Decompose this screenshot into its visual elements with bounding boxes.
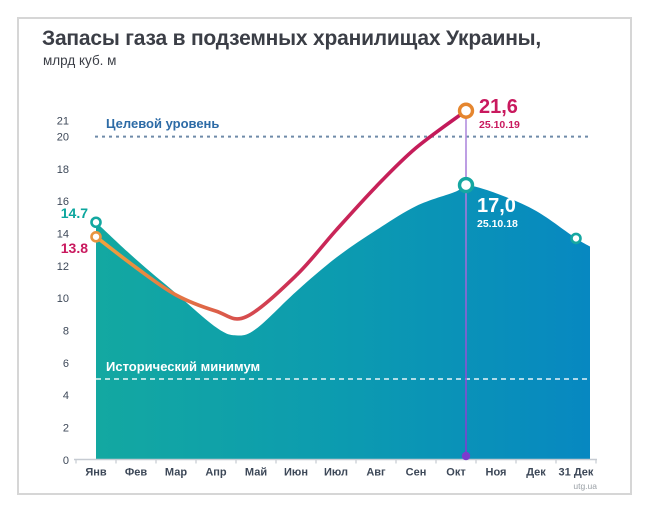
target-level-label: Целевой уровень — [106, 116, 220, 131]
annotation-jan-2018: 14.7 — [60, 205, 88, 221]
highlight-bottom-dot — [461, 451, 471, 461]
peak-2019-date: 25.10.19 — [479, 119, 520, 131]
annotation-peak-2019: 21,6 25.10.19 — [479, 97, 520, 131]
x-tick-label: Фев — [125, 467, 148, 479]
page-title: Запасы газа в подземных хранилищах Украи… — [42, 27, 542, 50]
y-tick-label: 20 — [57, 132, 69, 144]
data-point-marker — [90, 230, 102, 243]
peak-2018-date: 25.10.18 — [477, 218, 518, 230]
y-tick-label: 6 — [63, 358, 69, 370]
watermark-utg: utg.ua — [573, 481, 597, 491]
x-tick-label: Апр — [205, 467, 227, 479]
y-tick-label: 8 — [63, 326, 69, 338]
x-axis-labels: Янв Фев Мар Апр Май Июн Июл Авг Сен Окт Ноя Дек 31 Д… — [85, 467, 594, 479]
y-tick-label: 10 — [57, 293, 69, 305]
x-tick-label: Дек — [526, 467, 546, 479]
page-subtitle: млрд куб. м — [43, 53, 117, 68]
y-tick-label: 0 — [63, 455, 69, 467]
data-point-marker — [570, 232, 582, 245]
peak-2019-value: 21,6 — [479, 96, 518, 118]
x-tick-label: Май — [245, 467, 267, 479]
annotation-peak-2018: 17,0 25.10.18 — [477, 196, 518, 230]
historical-minimum-label: Исторический минимум — [106, 359, 261, 374]
x-tick-label: Окт — [446, 467, 466, 479]
x-tick-label: Сен — [406, 467, 427, 479]
x-tick-label: 31 Дек — [559, 467, 594, 479]
line-series-2019 — [94, 108, 468, 321]
y-tick-label: 21 — [57, 115, 69, 127]
y-tick-label: 12 — [57, 261, 69, 273]
x-tick-label: Июл — [324, 467, 348, 479]
data-point-marker — [457, 102, 475, 119]
peak-2018-value: 17,0 — [477, 195, 516, 217]
y-tick-label: 4 — [63, 390, 69, 402]
x-tick-label: Ноя — [486, 467, 507, 479]
x-tick-label: Июн — [284, 467, 308, 479]
x-axis — [74, 458, 597, 464]
y-axis-labels: 0 2 4 6 8 10 12 14 16 18 20 21 — [57, 115, 69, 466]
y-tick-label: 14 — [57, 229, 69, 241]
data-point-marker — [90, 216, 102, 229]
y-tick-label: 2 — [63, 422, 69, 434]
annotation-jan-2019: 13.8 — [60, 240, 88, 256]
y-tick-label: 16 — [57, 196, 69, 208]
x-tick-label: Мар — [165, 467, 187, 479]
data-point-marker — [457, 176, 475, 194]
x-tick-label: Авг — [366, 467, 386, 479]
x-tick-label: Янв — [85, 467, 107, 479]
y-tick-label: 18 — [57, 164, 69, 176]
